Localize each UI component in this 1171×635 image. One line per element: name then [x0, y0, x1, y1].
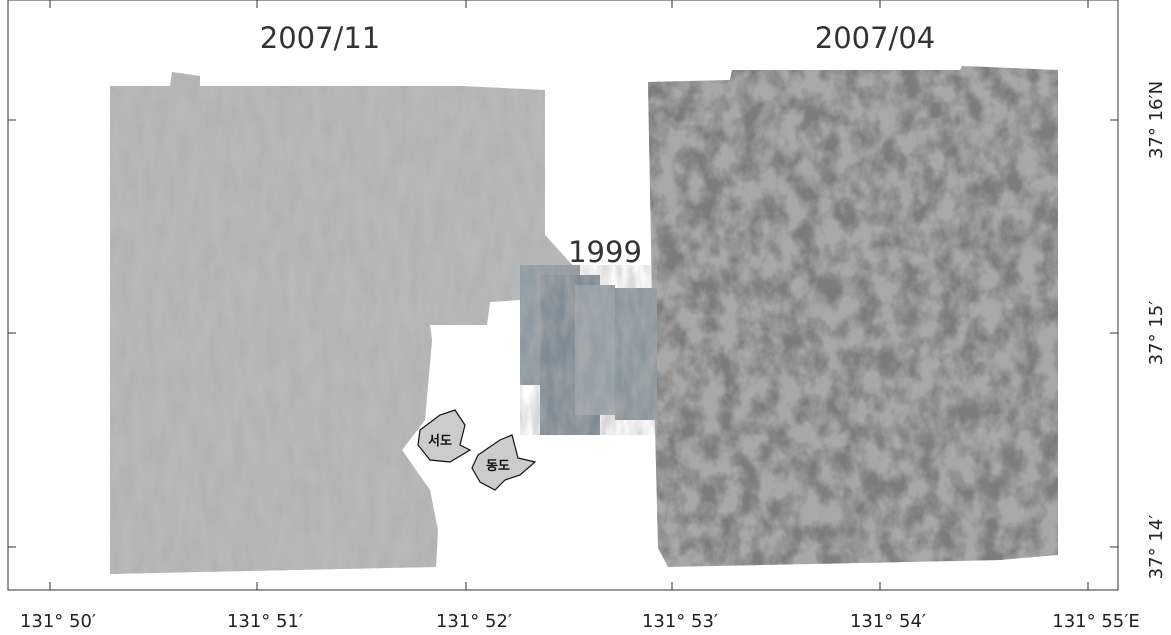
latitude-label: 37° 15′ — [1146, 301, 1167, 366]
longitude-label: 131° 53′ — [642, 611, 718, 632]
longitude-label: 131° 50′ — [20, 611, 96, 632]
panel-label: 2007/04 — [815, 21, 935, 55]
map: 2007/11 2007/04 1999 서도 동도 131° 50′ 131° … — [0, 0, 1171, 635]
longitude-label: 131° 55′E — [1052, 611, 1139, 632]
latitude-label: 37° 16′N — [1146, 81, 1167, 159]
mosaic-1999 — [520, 265, 657, 435]
panel-label: 1999 — [568, 235, 642, 269]
latitude-label: 37° 14′ — [1146, 515, 1167, 580]
longitude-label: 131° 54′ — [850, 611, 926, 632]
island-label: 서도 — [428, 434, 452, 449]
mosaic-2007-04 — [648, 66, 1058, 567]
island-label: 동도 — [486, 459, 510, 474]
panel-label: 2007/11 — [260, 21, 380, 55]
longitude-label: 131° 52′ — [436, 611, 512, 632]
longitude-label: 131° 51′ — [227, 611, 303, 632]
